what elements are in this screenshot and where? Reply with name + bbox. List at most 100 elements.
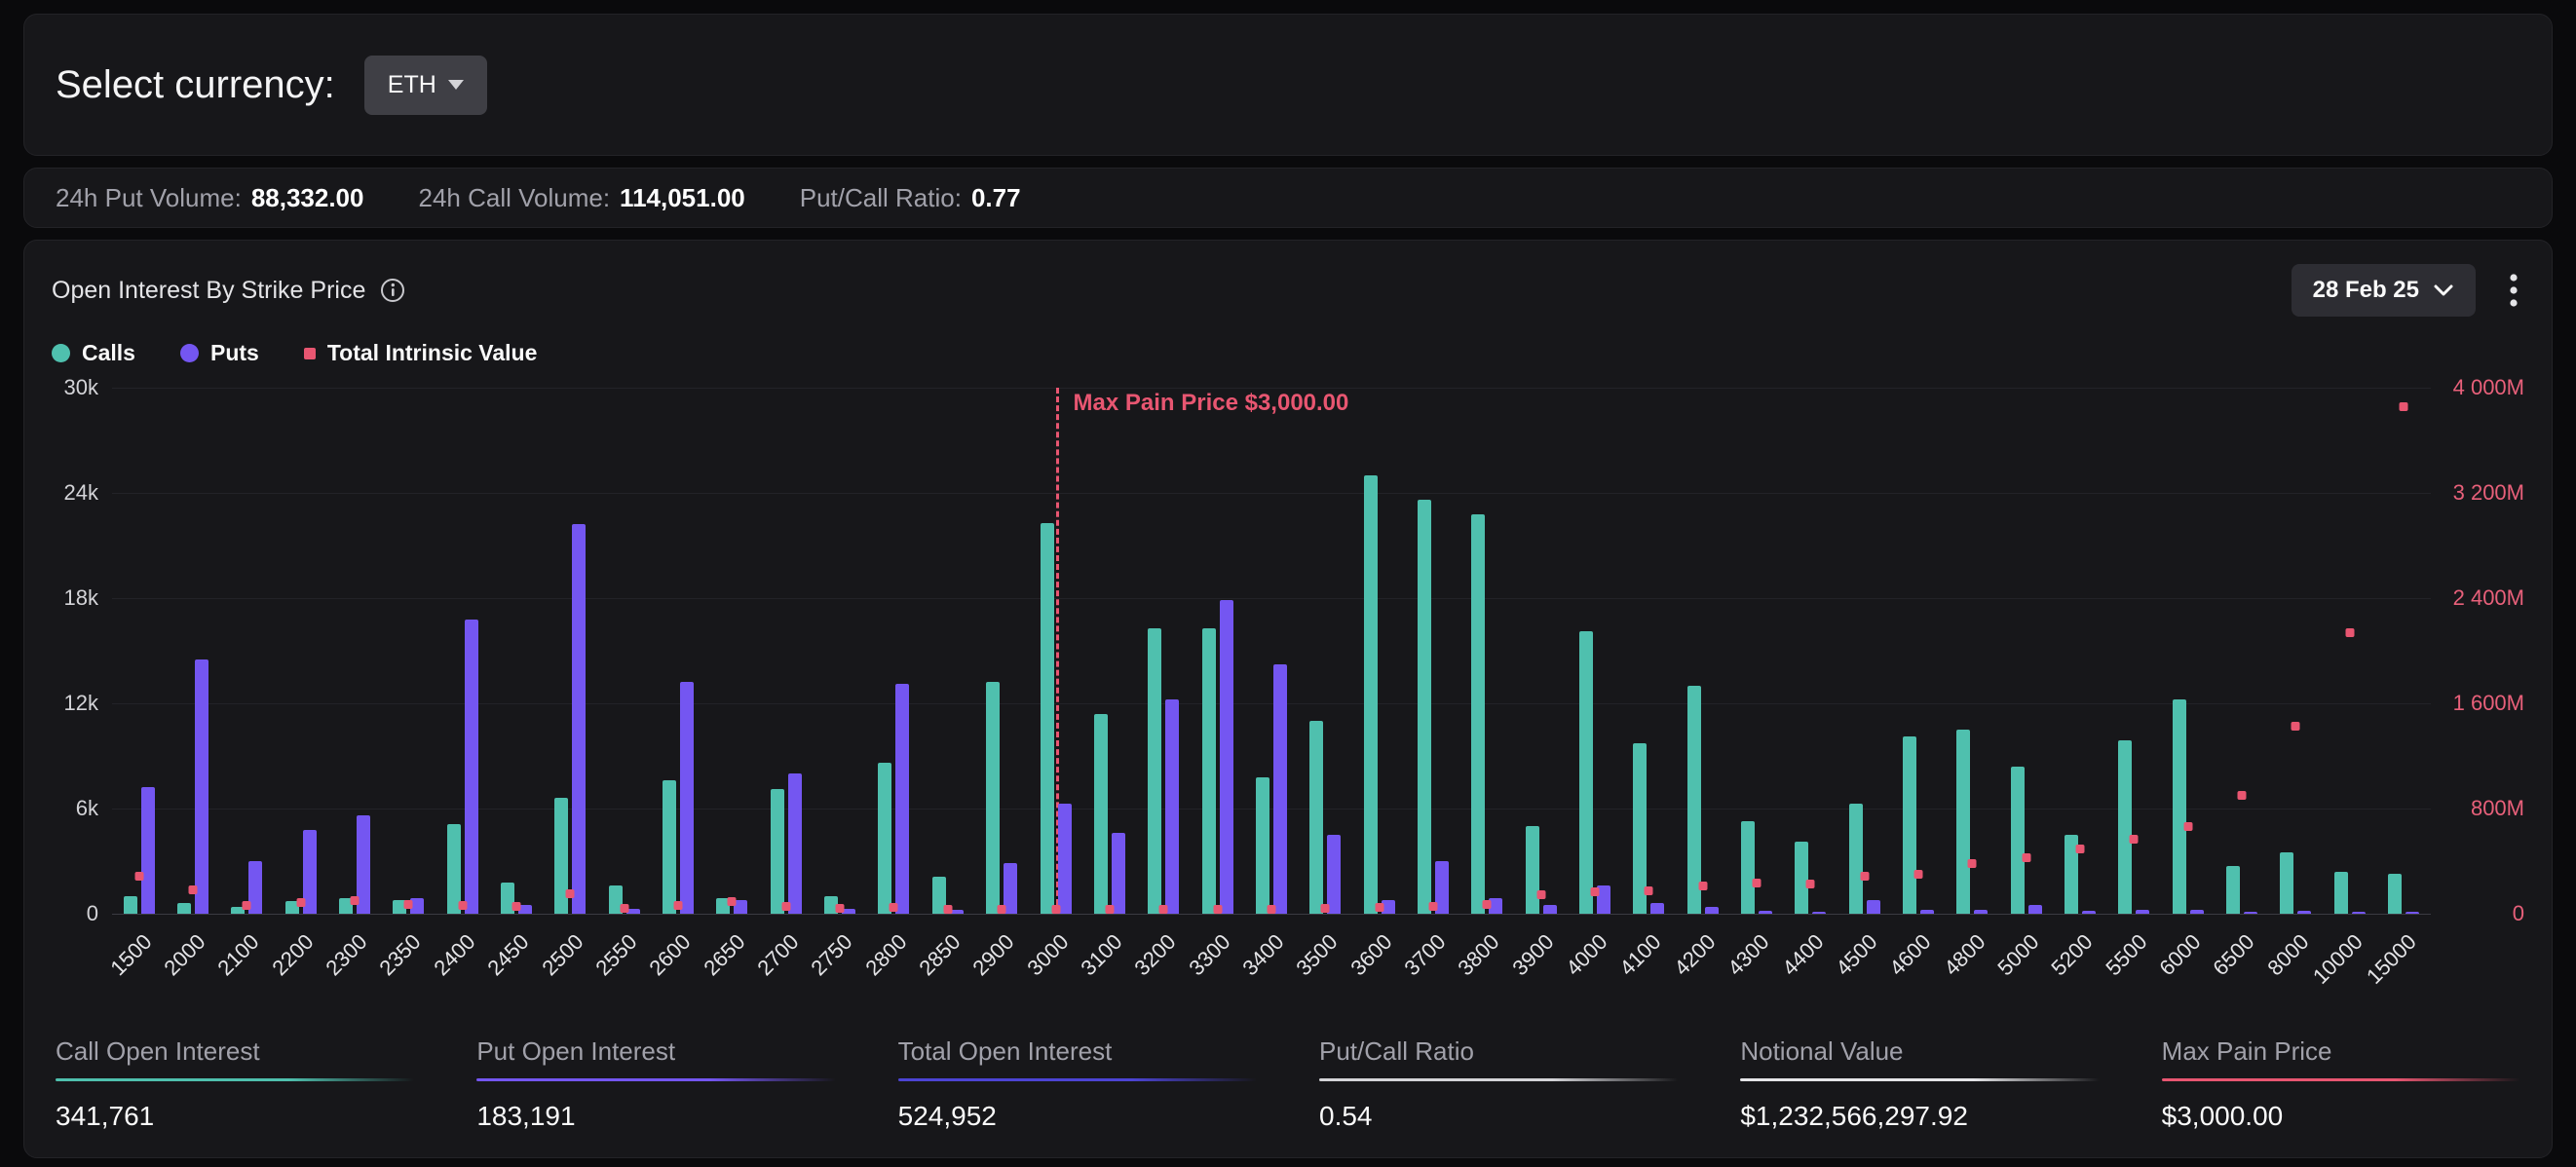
bar-group-2400[interactable] — [436, 388, 489, 914]
calls-bar[interactable] — [878, 763, 892, 914]
intrinsic-value-point[interactable] — [511, 902, 521, 912]
bar-group-5200[interactable] — [2053, 388, 2106, 914]
calls-bar[interactable] — [1956, 730, 1971, 914]
puts-bar[interactable] — [1489, 897, 1503, 914]
intrinsic-value-point[interactable] — [350, 895, 360, 905]
bar-group-3900[interactable] — [1514, 388, 1568, 914]
intrinsic-value-point[interactable] — [781, 902, 791, 912]
bar-group-5000[interactable] — [1999, 388, 2053, 914]
intrinsic-value-point[interactable] — [2345, 628, 2355, 638]
legend-item-intrinsic-value[interactable]: Total Intrinsic Value — [303, 340, 537, 366]
calls-bar[interactable] — [1633, 743, 1648, 914]
intrinsic-value-point[interactable] — [1105, 905, 1115, 914]
puts-bar[interactable] — [195, 659, 209, 914]
calls-bar[interactable] — [231, 906, 246, 914]
calls-bar[interactable] — [1363, 475, 1378, 914]
bar-group-2600[interactable] — [651, 388, 704, 914]
legend-item-calls[interactable]: Calls — [52, 340, 135, 366]
bar-group-2500[interactable] — [544, 388, 597, 914]
intrinsic-value-point[interactable] — [1213, 905, 1223, 914]
calls-bar[interactable] — [1417, 500, 1431, 914]
puts-bar[interactable] — [1812, 912, 1827, 914]
puts-bar[interactable] — [1704, 906, 1719, 914]
intrinsic-value-point[interactable] — [1320, 904, 1330, 914]
puts-bar[interactable] — [2136, 910, 2150, 914]
intrinsic-value-point[interactable] — [2291, 722, 2300, 732]
intrinsic-value-point[interactable] — [1375, 902, 1384, 912]
bar-group-3500[interactable] — [1299, 388, 1352, 914]
calls-bar[interactable] — [1148, 627, 1162, 914]
calls-bar[interactable] — [393, 899, 407, 914]
calls-bar[interactable] — [1848, 803, 1863, 914]
puts-bar[interactable] — [572, 524, 587, 914]
puts-bar[interactable] — [2082, 911, 2097, 914]
calls-bar[interactable] — [1093, 713, 1108, 914]
puts-bar[interactable] — [302, 829, 317, 914]
intrinsic-value-point[interactable] — [1913, 869, 1923, 879]
puts-bar[interactable] — [2189, 909, 2204, 914]
calls-bar[interactable] — [770, 789, 784, 914]
calls-bar[interactable] — [1309, 721, 1324, 914]
date-selector-button[interactable]: 28 Feb 25 — [2291, 264, 2476, 317]
calls-bar[interactable] — [1903, 736, 1917, 914]
bar-group-3100[interactable] — [1082, 388, 1136, 914]
calls-bar[interactable] — [663, 780, 677, 914]
intrinsic-value-point[interactable] — [1267, 904, 1276, 914]
calls-bar[interactable] — [501, 882, 515, 914]
intrinsic-value-point[interactable] — [1428, 901, 1438, 911]
bar-group-3000[interactable]: Max Pain Price $3,000.00 — [1029, 388, 1348, 914]
intrinsic-value-point[interactable] — [835, 903, 845, 913]
puts-bar[interactable] — [2351, 912, 2366, 914]
puts-bar[interactable] — [1974, 909, 1989, 914]
bar-group-2850[interactable] — [921, 388, 974, 914]
puts-bar[interactable] — [1381, 899, 1395, 914]
bar-group-2450[interactable] — [489, 388, 543, 914]
intrinsic-value-point[interactable] — [188, 885, 198, 895]
calls-bar[interactable] — [2118, 739, 2133, 914]
bar-group-4800[interactable] — [1946, 388, 1999, 914]
bar-group-2650[interactable] — [705, 388, 759, 914]
puts-bar[interactable] — [842, 908, 856, 914]
puts-bar[interactable] — [1650, 903, 1665, 914]
intrinsic-value-point[interactable] — [2022, 853, 2031, 863]
bar-group-3700[interactable] — [1406, 388, 1459, 914]
calls-bar[interactable] — [824, 896, 839, 914]
intrinsic-value-point[interactable] — [242, 900, 251, 910]
bar-group-4300[interactable] — [1729, 388, 1783, 914]
intrinsic-value-point[interactable] — [403, 899, 413, 909]
calls-bar[interactable] — [1040, 522, 1054, 914]
intrinsic-value-point[interactable] — [1967, 858, 1977, 868]
calls-bar[interactable] — [2280, 852, 2294, 914]
puts-bar[interactable] — [2406, 912, 2420, 914]
calls-bar[interactable] — [1740, 820, 1755, 914]
puts-bar[interactable] — [949, 910, 964, 914]
puts-bar[interactable] — [2297, 911, 2312, 914]
intrinsic-value-point[interactable] — [2129, 835, 2139, 845]
bar-group-3800[interactable] — [1460, 388, 1514, 914]
calls-bar[interactable] — [2226, 866, 2241, 914]
intrinsic-value-point[interactable] — [727, 896, 737, 906]
bar-group-2000[interactable] — [166, 388, 219, 914]
calls-bar[interactable] — [1201, 627, 1216, 914]
bar-group-15000[interactable] — [2376, 388, 2430, 914]
bar-group-3400[interactable] — [1244, 388, 1298, 914]
calls-bar[interactable] — [177, 903, 192, 914]
puts-bar[interactable] — [625, 908, 640, 914]
calls-bar[interactable] — [1471, 513, 1486, 914]
puts-bar[interactable] — [1111, 833, 1125, 914]
calls-bar[interactable] — [2065, 835, 2079, 914]
puts-bar[interactable] — [518, 905, 533, 914]
bar-group-4500[interactable] — [1837, 388, 1891, 914]
bar-group-4600[interactable] — [1891, 388, 1945, 914]
bar-group-4000[interactable] — [1568, 388, 1621, 914]
calls-bar[interactable] — [931, 877, 946, 914]
intrinsic-value-point[interactable] — [134, 872, 144, 882]
calls-bar[interactable] — [716, 897, 731, 914]
intrinsic-value-point[interactable] — [1698, 881, 1708, 890]
intrinsic-value-point[interactable] — [1644, 886, 1653, 896]
intrinsic-value-point[interactable] — [620, 903, 629, 913]
bar-group-2900[interactable] — [975, 388, 1029, 914]
bar-group-6000[interactable] — [2161, 388, 2215, 914]
puts-bar[interactable] — [895, 684, 910, 914]
intrinsic-value-point[interactable] — [2399, 402, 2408, 412]
